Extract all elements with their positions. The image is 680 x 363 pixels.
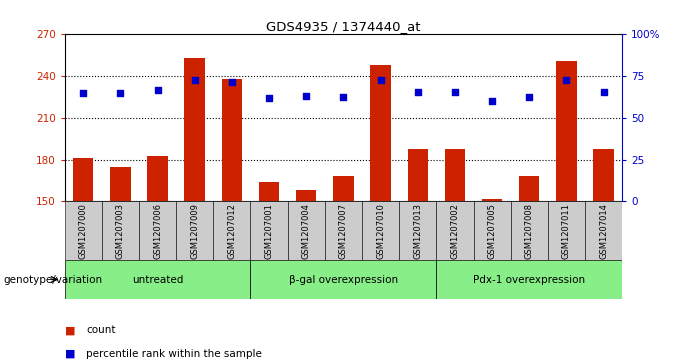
Bar <box>511 201 548 260</box>
Text: GSM1207014: GSM1207014 <box>599 203 608 259</box>
Bar <box>548 201 585 260</box>
Bar <box>407 148 428 201</box>
Bar <box>102 201 139 260</box>
Bar <box>148 155 168 201</box>
Bar <box>73 158 93 201</box>
Text: GSM1207002: GSM1207002 <box>450 203 460 259</box>
Bar <box>445 148 465 201</box>
Point <box>189 77 200 83</box>
Bar <box>296 190 316 201</box>
Text: GSM1207003: GSM1207003 <box>116 203 125 259</box>
Bar <box>437 260 622 299</box>
Point <box>561 77 572 83</box>
Bar <box>519 176 539 201</box>
Text: GSM1207006: GSM1207006 <box>153 203 162 259</box>
Bar <box>176 201 214 260</box>
Bar <box>110 167 131 201</box>
Text: percentile rank within the sample: percentile rank within the sample <box>86 349 262 359</box>
Text: genotype/variation: genotype/variation <box>3 274 103 285</box>
Point <box>301 93 311 99</box>
Text: GSM1207008: GSM1207008 <box>525 203 534 259</box>
Text: GSM1207001: GSM1207001 <box>265 203 273 259</box>
Bar <box>222 79 242 201</box>
Bar <box>333 176 354 201</box>
Text: GSM1207005: GSM1207005 <box>488 203 496 259</box>
Bar <box>585 201 622 260</box>
Text: Pdx-1 overexpression: Pdx-1 overexpression <box>473 274 585 285</box>
Bar <box>482 199 503 201</box>
Bar <box>437 201 473 260</box>
Point <box>487 98 498 104</box>
Bar <box>288 201 325 260</box>
Text: ■: ■ <box>65 349 75 359</box>
Bar <box>250 201 288 260</box>
Point <box>264 95 275 101</box>
Text: GSM1207010: GSM1207010 <box>376 203 385 259</box>
Bar <box>139 201 176 260</box>
Bar <box>184 58 205 201</box>
Bar <box>371 65 391 201</box>
Bar <box>556 61 577 201</box>
Bar <box>594 148 614 201</box>
Text: untreated: untreated <box>132 274 183 285</box>
Point <box>338 94 349 100</box>
Bar <box>250 260 437 299</box>
Title: GDS4935 / 1374440_at: GDS4935 / 1374440_at <box>266 20 421 33</box>
Point <box>449 89 460 94</box>
Text: GSM1207012: GSM1207012 <box>227 203 237 259</box>
Point <box>115 90 126 96</box>
Bar <box>214 201 250 260</box>
Text: GSM1207009: GSM1207009 <box>190 203 199 259</box>
Bar <box>399 201 437 260</box>
Point <box>375 77 386 83</box>
Bar <box>362 201 399 260</box>
Point <box>152 87 163 93</box>
Text: β-gal overexpression: β-gal overexpression <box>289 274 398 285</box>
Point <box>412 89 423 94</box>
Point <box>598 89 609 94</box>
Bar <box>65 260 250 299</box>
Bar <box>259 182 279 201</box>
Text: GSM1207000: GSM1207000 <box>79 203 88 259</box>
Point <box>524 94 534 100</box>
Bar <box>65 201 102 260</box>
Text: ■: ■ <box>65 325 75 335</box>
Point <box>78 90 88 96</box>
Text: GSM1207013: GSM1207013 <box>413 203 422 259</box>
Bar <box>473 201 511 260</box>
Text: count: count <box>86 325 116 335</box>
Text: GSM1207004: GSM1207004 <box>302 203 311 259</box>
Text: GSM1207007: GSM1207007 <box>339 203 348 259</box>
Text: GSM1207011: GSM1207011 <box>562 203 571 259</box>
Bar <box>325 201 362 260</box>
Point <box>226 79 237 85</box>
